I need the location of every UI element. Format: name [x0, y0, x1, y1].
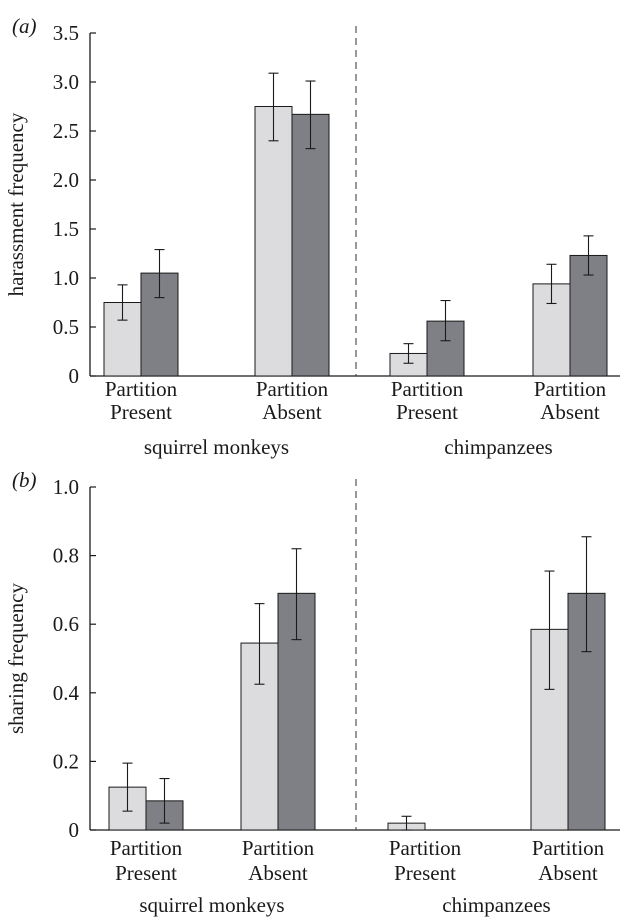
x-tick-label: Present	[115, 861, 177, 885]
x-tick-label: Partition	[534, 377, 607, 401]
x-tick-label: Partition	[389, 836, 462, 860]
y-tick-label: 0	[69, 364, 80, 388]
panel-a: (a) 0 0.5 1.0 1.5 2.0 2.5 3.0 3.5 harassment freq…	[4, 14, 620, 459]
x-tick-label: Present	[396, 400, 458, 424]
panel-label: (b)	[12, 468, 37, 492]
y-tick-label: 0.4	[53, 681, 80, 705]
x-tick-label: Present	[394, 861, 456, 885]
x-tick-label: Partition	[256, 377, 329, 401]
y-tick-label: 1.0	[53, 266, 79, 290]
x-tick-label: Absent	[262, 400, 322, 424]
x-tick-label: Absent	[540, 400, 600, 424]
y-tick-label: 0.5	[53, 315, 79, 339]
group-label: chimpanzees	[442, 893, 550, 917]
y-tick-label: 0.2	[53, 749, 79, 773]
y-tick-label: 1.0	[53, 475, 79, 499]
x-tick-label: Partition	[110, 836, 183, 860]
x-tick-label: Absent	[538, 861, 598, 885]
y-tick-label: 0.8	[53, 544, 79, 568]
y-tick-label: 0	[69, 818, 80, 842]
x-tick-label: Absent	[248, 861, 308, 885]
y-tick-label: 0.6	[53, 612, 79, 636]
bar	[254, 106, 293, 377]
bar	[569, 254, 608, 377]
x-tick-label: Present	[110, 400, 172, 424]
x-tick-label: Partition	[532, 836, 605, 860]
x-tick-label: Partition	[242, 836, 315, 860]
y-axis-title: harassment frequency	[4, 112, 28, 296]
bar	[291, 113, 330, 377]
bar	[426, 320, 465, 377]
x-tick-label: Partition	[105, 377, 178, 401]
x-tick-label: Partition	[391, 377, 464, 401]
group-label: squirrel monkeys	[139, 893, 284, 917]
panel-label: (a)	[12, 14, 37, 38]
y-tick-label: 2.5	[53, 119, 79, 143]
panel-b: (b) 0 0.2 0.4 0.6 0.8 1.0 sharing frequency Part…	[4, 468, 620, 917]
y-tick-label: 1.5	[53, 217, 79, 241]
group-label: chimpanzees	[444, 435, 552, 459]
y-tick-label: 3.0	[53, 70, 79, 94]
group-label: squirrel monkeys	[144, 435, 289, 459]
y-axis-title: sharing frequency	[4, 582, 28, 734]
y-tick-label: 3.5	[53, 21, 79, 45]
y-tick-label: 2.0	[53, 168, 79, 192]
